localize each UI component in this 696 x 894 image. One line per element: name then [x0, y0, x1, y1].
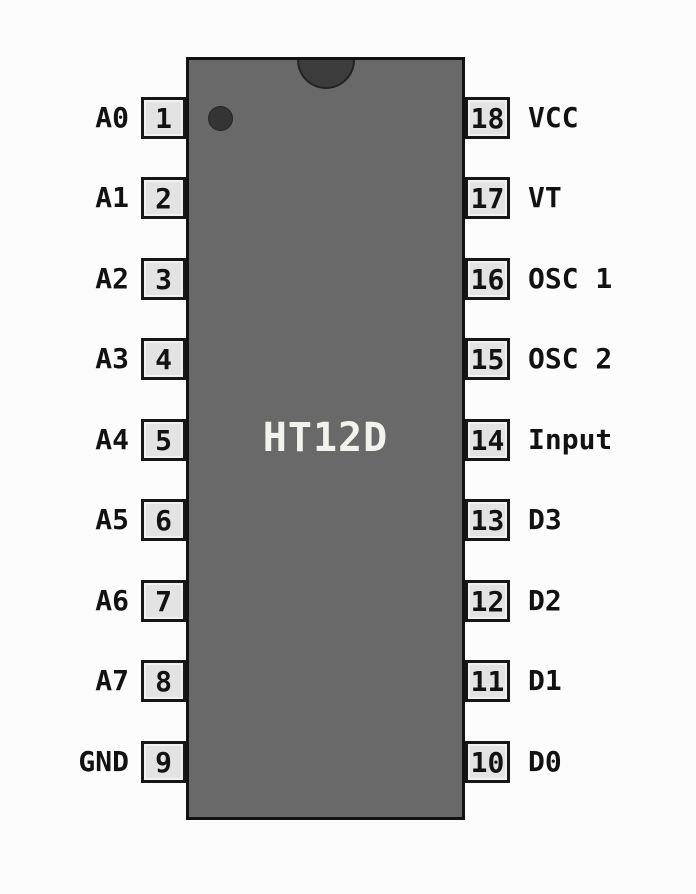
pin-label-vcc: VCC: [528, 101, 579, 134]
pin-label-a5: A5: [95, 503, 129, 536]
pin-row-1: A0 1 18 VCC: [0, 97, 696, 139]
pin-row-2: A1 2 17 VT: [0, 177, 696, 219]
pin-number-10: 10: [465, 741, 510, 783]
pin-label-vt: VT: [528, 181, 562, 214]
pin-row-9: GND 9 10 D0: [0, 741, 696, 783]
pin-number-4: 4: [141, 338, 186, 380]
pin-row-3: A2 3 16 OSC 1: [0, 258, 696, 300]
orientation-notch-icon: [296, 60, 355, 89]
pin-row-6: A5 6 13 D3: [0, 499, 696, 541]
pin-row-8: A7 8 11 D1: [0, 660, 696, 702]
pin-label-a0: A0: [95, 101, 129, 134]
pin-number-12: 12: [465, 580, 510, 622]
pin-label-a7: A7: [95, 664, 129, 697]
pin-number-13: 13: [465, 499, 510, 541]
pin-number-15: 15: [465, 338, 510, 380]
pin-label-input: Input: [528, 423, 613, 456]
pin-label-d1: D1: [528, 664, 562, 697]
pin-label-d3: D3: [528, 503, 562, 536]
pin-number-5: 5: [141, 419, 186, 461]
pin-label-d0: D0: [528, 745, 562, 778]
pin-row-7: A6 7 12 D2: [0, 580, 696, 622]
pin-number-9: 9: [141, 741, 186, 783]
pin-number-1: 1: [141, 97, 186, 139]
pin1-indicator-dot-icon: [208, 106, 233, 131]
pin-number-6: 6: [141, 499, 186, 541]
pin-label-a2: A2: [95, 262, 129, 295]
pin-number-17: 17: [465, 177, 510, 219]
pin-label-a3: A3: [95, 342, 129, 375]
pin-label-a4: A4: [95, 423, 129, 456]
pin-label-d2: D2: [528, 584, 562, 617]
pin-label-osc2: OSC 2: [528, 342, 613, 375]
pin-label-a6: A6: [95, 584, 129, 617]
pin-number-16: 16: [465, 258, 510, 300]
chip-body: HT12D: [186, 57, 465, 820]
pin-number-18: 18: [465, 97, 510, 139]
pin-number-2: 2: [141, 177, 186, 219]
pin-number-8: 8: [141, 660, 186, 702]
pin-number-11: 11: [465, 660, 510, 702]
chip-name: HT12D: [262, 415, 389, 461]
pin-number-7: 7: [141, 580, 186, 622]
pin-row-4: A3 4 15 OSC 2: [0, 338, 696, 380]
pin-label-gnd: GND: [78, 745, 129, 778]
pin-number-3: 3: [141, 258, 186, 300]
pin-label-osc1: OSC 1: [528, 262, 613, 295]
pin-label-a1: A1: [95, 181, 129, 214]
pin-row-5: A4 5 14 Input: [0, 419, 696, 461]
pin-number-14: 14: [465, 419, 510, 461]
